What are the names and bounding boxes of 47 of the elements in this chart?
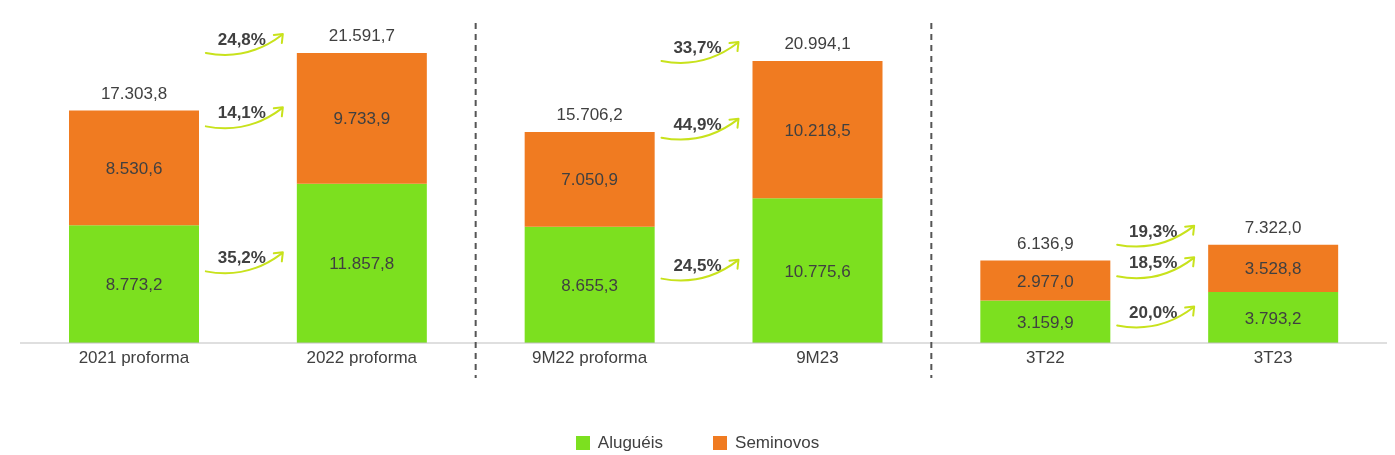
data-label: 3.528,8 bbox=[1244, 259, 1302, 279]
annotation: 24,5% bbox=[673, 255, 722, 275]
total-label: 15.706,2 bbox=[556, 105, 623, 125]
x-tick-label: 9M23 bbox=[796, 348, 839, 368]
annotation: 18,5% bbox=[1129, 253, 1178, 273]
bar bbox=[980, 300, 1111, 343]
annotation: 44,9% bbox=[673, 114, 722, 134]
x-tick-label: 3T23 bbox=[1253, 348, 1293, 368]
bar bbox=[1208, 292, 1339, 343]
bar bbox=[69, 225, 199, 343]
data-label: 9.733,9 bbox=[333, 109, 391, 129]
data-label: 3.793,2 bbox=[1244, 308, 1302, 328]
bar bbox=[524, 132, 655, 227]
annotation: 19,3% bbox=[1129, 221, 1178, 241]
bar bbox=[980, 260, 1111, 301]
x-tick-label: 9M22 proforma bbox=[531, 348, 648, 368]
data-label: 11.857,8 bbox=[329, 254, 395, 274]
x-tick-label: 3T22 bbox=[1025, 348, 1065, 368]
bar bbox=[296, 183, 427, 343]
annotation: 14,1% bbox=[217, 103, 266, 123]
total-label: 7.322,0 bbox=[1244, 217, 1302, 237]
bar bbox=[296, 53, 427, 184]
bar bbox=[752, 198, 883, 343]
total-label: 21.591,7 bbox=[328, 26, 395, 45]
legend-label: Aluguéis bbox=[597, 433, 664, 453]
annotation: 20,0% bbox=[1129, 302, 1178, 322]
bar bbox=[524, 226, 655, 343]
data-label: 10.775,6 bbox=[784, 261, 851, 281]
total-label: 20.994,1 bbox=[784, 34, 851, 54]
data-label: 7.050,9 bbox=[561, 170, 619, 190]
data-label: 8.530,6 bbox=[105, 158, 163, 178]
annotation: 33,7% bbox=[673, 38, 722, 58]
text: 24,8% bbox=[217, 30, 266, 49]
bar bbox=[69, 110, 199, 226]
x-tick-label: 2022 proforma bbox=[306, 348, 418, 368]
legend-label: Seminovos bbox=[735, 433, 820, 453]
data-label: 8.773,2 bbox=[105, 275, 163, 295]
total-label: 6.136,9 bbox=[1016, 233, 1074, 253]
total-label: 17.303,8 bbox=[100, 83, 168, 103]
data-label: 8.655,3 bbox=[561, 275, 619, 295]
data-label: 3.159,9 bbox=[1016, 312, 1074, 332]
bar bbox=[1208, 244, 1339, 293]
bar bbox=[752, 61, 883, 199]
x-tick-label: 2021 proforma bbox=[78, 348, 190, 368]
data-label: 10.218,5 bbox=[784, 120, 851, 140]
data-label: 2.977,0 bbox=[1016, 271, 1074, 291]
annotation: 35,2% bbox=[217, 248, 266, 268]
